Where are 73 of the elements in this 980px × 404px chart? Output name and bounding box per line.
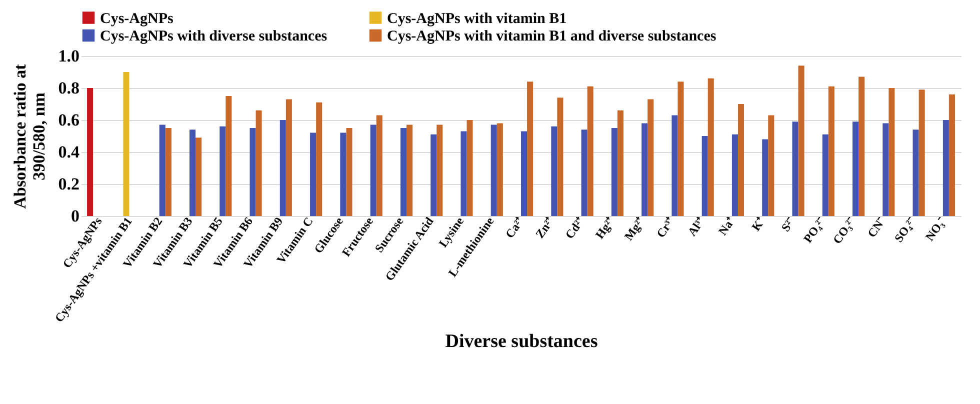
bar	[912, 130, 919, 216]
bar	[942, 120, 949, 216]
bar	[370, 124, 376, 216]
y-axis-title: Absorbance ratio at 390/580, nm	[10, 64, 48, 209]
y-tick-label: 0.6	[58, 110, 80, 130]
bar	[551, 126, 558, 216]
bar	[948, 94, 955, 216]
bar	[250, 128, 256, 216]
y-tick-label: 0.8	[58, 78, 80, 98]
bar	[822, 134, 828, 216]
bar	[521, 131, 528, 216]
bar	[189, 130, 196, 216]
bar	[286, 99, 292, 216]
bar	[316, 102, 322, 216]
bar	[702, 136, 708, 216]
y-tick-label: 0.4	[58, 142, 80, 162]
bar	[430, 134, 437, 216]
bar	[256, 110, 262, 216]
bar	[672, 115, 678, 216]
bar	[490, 124, 497, 216]
x-axis-title: Diverse substances	[445, 331, 598, 352]
y-tick-label: 0.2	[58, 174, 80, 194]
bar	[732, 134, 738, 216]
bar	[858, 76, 865, 216]
legend-label: Cys-AgNPs with diverse substances	[100, 28, 328, 44]
bar	[460, 131, 467, 216]
bar	[708, 78, 714, 216]
bar	[762, 139, 768, 216]
bar	[852, 122, 859, 216]
bar	[587, 86, 594, 216]
x-tick-label: K⁺	[748, 214, 768, 234]
bar	[581, 130, 588, 216]
bar	[557, 98, 564, 216]
x-tick-label: Na⁺	[716, 214, 738, 238]
bar	[792, 122, 798, 216]
x-tick-label: CN⁻	[864, 214, 888, 240]
bar	[346, 128, 352, 216]
x-tick-label: S²⁻	[778, 214, 798, 234]
bar	[828, 86, 834, 216]
bar	[678, 82, 684, 216]
bar	[196, 138, 202, 216]
bar	[918, 90, 925, 216]
bar	[220, 126, 226, 216]
bar	[527, 82, 534, 216]
bar	[87, 88, 94, 216]
bar	[280, 120, 286, 216]
bar	[466, 120, 473, 216]
legend-label: Cys-AgNPs	[100, 10, 174, 27]
bar	[882, 123, 889, 216]
bar	[496, 123, 503, 216]
x-tick-label: Al³⁺	[684, 214, 708, 239]
bar	[738, 104, 744, 216]
bar	[611, 128, 618, 216]
bar	[406, 124, 413, 216]
bar	[888, 88, 895, 216]
bar	[642, 123, 648, 216]
bar	[159, 124, 166, 216]
legend-label: Cys-AgNPs with vitamin B1	[387, 10, 567, 27]
bar	[400, 128, 406, 216]
x-tick-label: Cr³⁺	[654, 214, 678, 240]
y-tick-label: 1.0	[58, 46, 80, 66]
bar	[436, 124, 443, 216]
bar	[648, 99, 654, 216]
bar	[768, 115, 774, 216]
bar	[165, 128, 172, 216]
bar	[376, 115, 382, 216]
bar	[798, 66, 804, 216]
bar	[123, 72, 130, 216]
bar	[340, 132, 346, 216]
bar	[617, 110, 624, 216]
bar	[226, 96, 232, 216]
legend-label: Cys-AgNPs with vitamin B1 and diverse substances	[387, 28, 716, 44]
bar	[310, 132, 316, 216]
